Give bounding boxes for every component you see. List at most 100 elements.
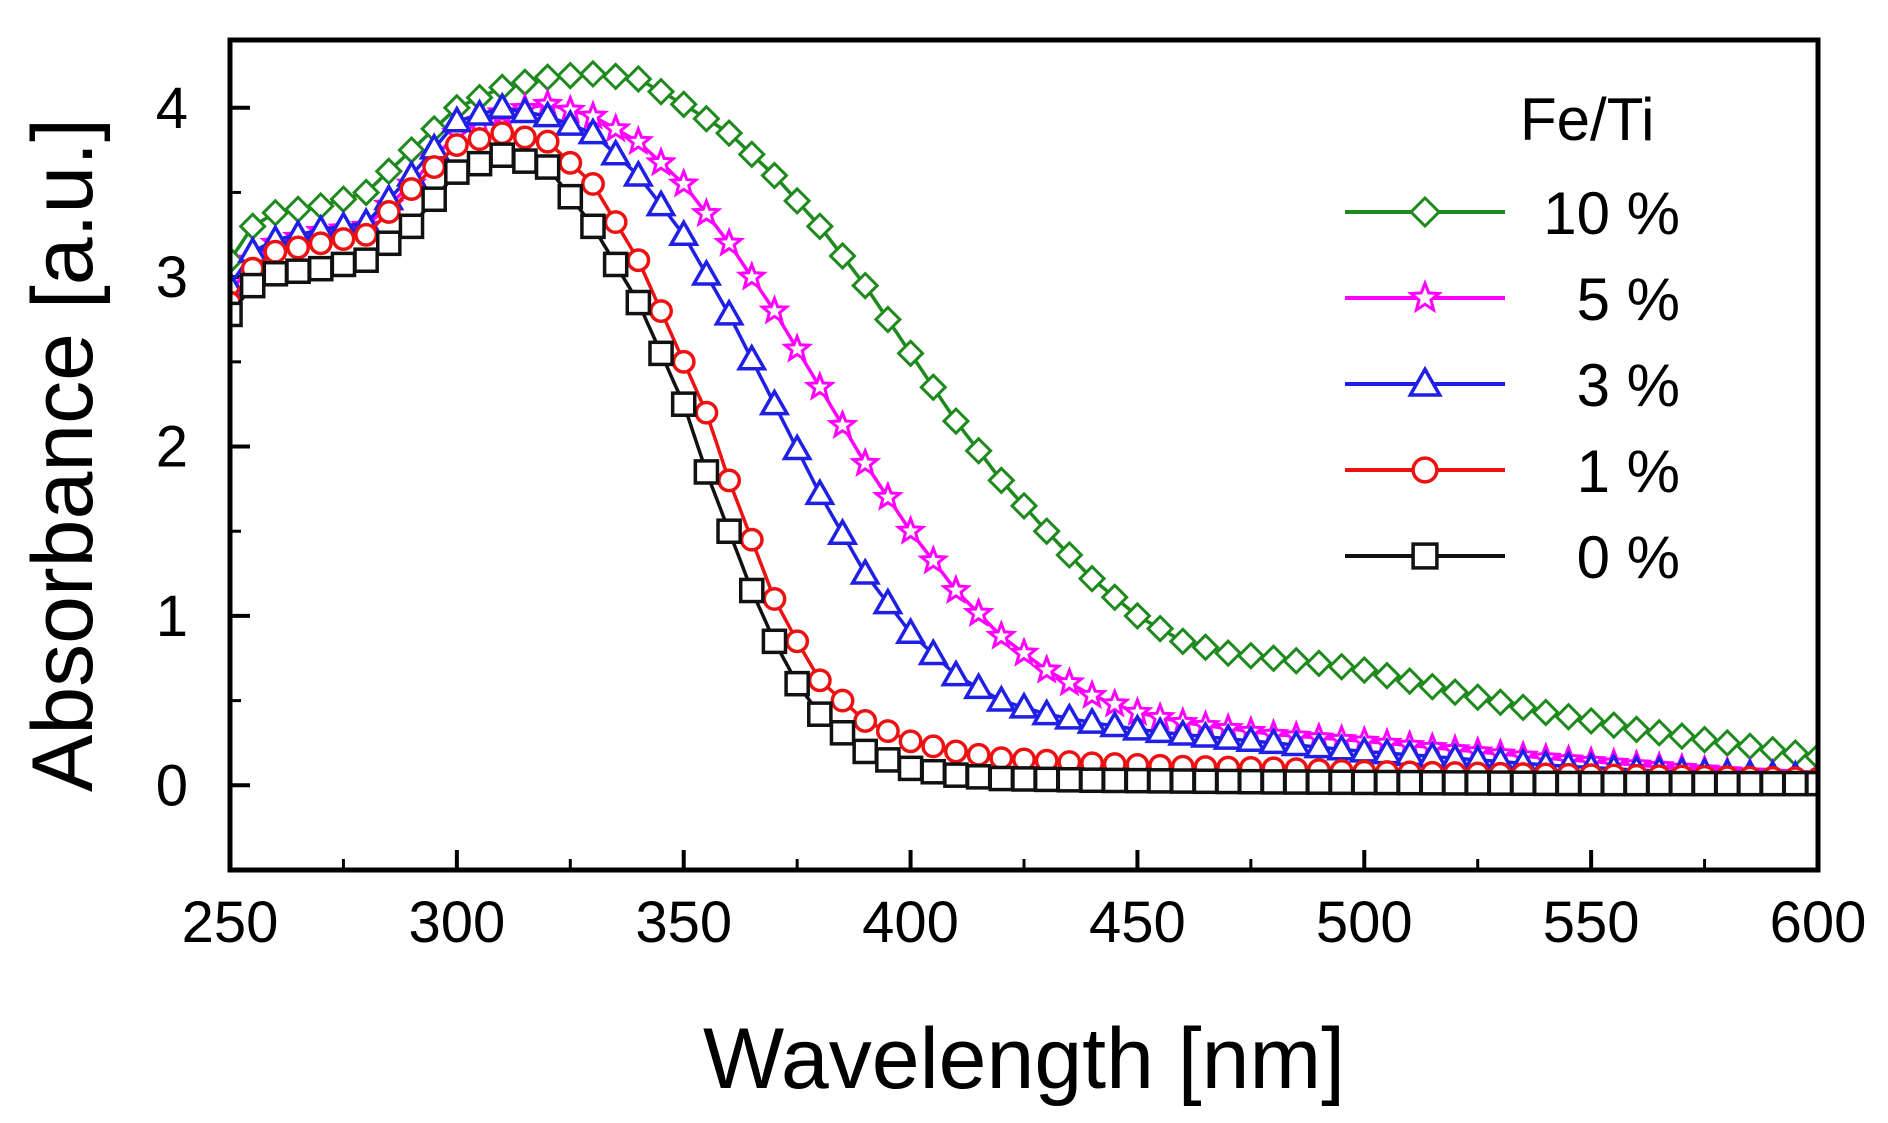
data-point (917, 544, 950, 575)
data-point (238, 212, 267, 241)
data-point (1100, 583, 1129, 612)
data-point (828, 241, 857, 271)
data-point (1690, 725, 1719, 754)
data-point (581, 172, 605, 196)
data-point (1236, 641, 1265, 670)
data-point (826, 517, 859, 545)
data-point (283, 195, 313, 224)
data-point (1508, 693, 1538, 722)
data-point (896, 339, 925, 368)
data-point (941, 407, 971, 436)
data-point (803, 370, 836, 401)
data-point (1124, 767, 1151, 794)
data-point (1032, 517, 1061, 546)
data-point (940, 573, 972, 605)
data-point (805, 212, 834, 241)
data-point (853, 708, 878, 733)
data-point (965, 764, 992, 790)
data-point (1053, 702, 1085, 730)
data-point (1079, 767, 1105, 794)
data-point (761, 628, 788, 655)
data-point (441, 105, 473, 133)
data-point (1531, 698, 1560, 727)
data-point (1578, 770, 1604, 797)
data-point (649, 299, 673, 323)
data-point (467, 127, 492, 152)
data-point (330, 251, 357, 278)
data-point (1372, 661, 1402, 690)
data-point (894, 514, 927, 545)
data-point (826, 408, 859, 439)
data-point (599, 112, 632, 143)
data-point (1622, 715, 1651, 744)
data-point (762, 587, 787, 611)
data-point (713, 226, 746, 257)
data-point (1325, 733, 1358, 761)
data-point (807, 668, 832, 693)
data-point (486, 91, 518, 119)
data-point (1214, 639, 1243, 668)
data-point (849, 446, 882, 478)
data-point (1351, 769, 1378, 796)
data-point (1121, 713, 1154, 741)
data-point (873, 305, 903, 334)
data-point (988, 765, 1015, 792)
data-point (668, 218, 700, 246)
data-point (239, 272, 266, 299)
x-tick-label: 400 (862, 890, 959, 955)
data-point (648, 340, 674, 367)
data-point (784, 670, 810, 697)
data-point (230, 269, 246, 297)
legend-marker (1411, 542, 1439, 570)
data-point (852, 738, 879, 765)
y-axis-title: Absorbance [a.u.] (15, 118, 111, 792)
data-point (1031, 698, 1063, 726)
data-point (875, 719, 900, 744)
data-point (444, 159, 470, 185)
data-point (1076, 706, 1108, 734)
data-point (849, 557, 881, 585)
legend-label: 0 % (1577, 524, 1680, 591)
data-point (1691, 770, 1718, 797)
data-point (1145, 614, 1175, 643)
data-point (1667, 722, 1697, 751)
y-tick-label: 4 (156, 76, 188, 141)
data-point (622, 124, 655, 156)
data-point (987, 466, 1016, 495)
data-point (1101, 767, 1128, 794)
data-point (1212, 722, 1244, 750)
data-point (421, 186, 447, 213)
data-point (444, 133, 469, 157)
data-point (578, 59, 608, 88)
data-point (921, 734, 946, 759)
data-point (738, 577, 765, 604)
data-point (554, 108, 586, 136)
data-point (807, 701, 833, 727)
data-point (512, 148, 538, 174)
data-point (534, 154, 561, 180)
data-point (531, 100, 564, 128)
data-point (556, 61, 585, 90)
legend-label: 10 % (1543, 180, 1680, 247)
data-point (331, 227, 356, 251)
data-point (894, 616, 927, 645)
data-point (263, 239, 288, 264)
data-point (1759, 770, 1786, 797)
data-point (758, 388, 791, 416)
data-point (535, 129, 560, 154)
data-point (1419, 769, 1446, 796)
data-point (943, 739, 968, 764)
data-point (1238, 768, 1264, 795)
data-point (602, 251, 629, 278)
data-point (897, 755, 924, 782)
data-point (717, 468, 742, 493)
data-point (758, 294, 791, 325)
data-point (262, 260, 289, 287)
y-tick-label: 1 (156, 584, 188, 649)
data-point (964, 436, 993, 465)
data-point (1735, 732, 1765, 761)
data-point (829, 719, 856, 746)
data-point (1303, 731, 1335, 759)
data-point (1554, 702, 1583, 731)
